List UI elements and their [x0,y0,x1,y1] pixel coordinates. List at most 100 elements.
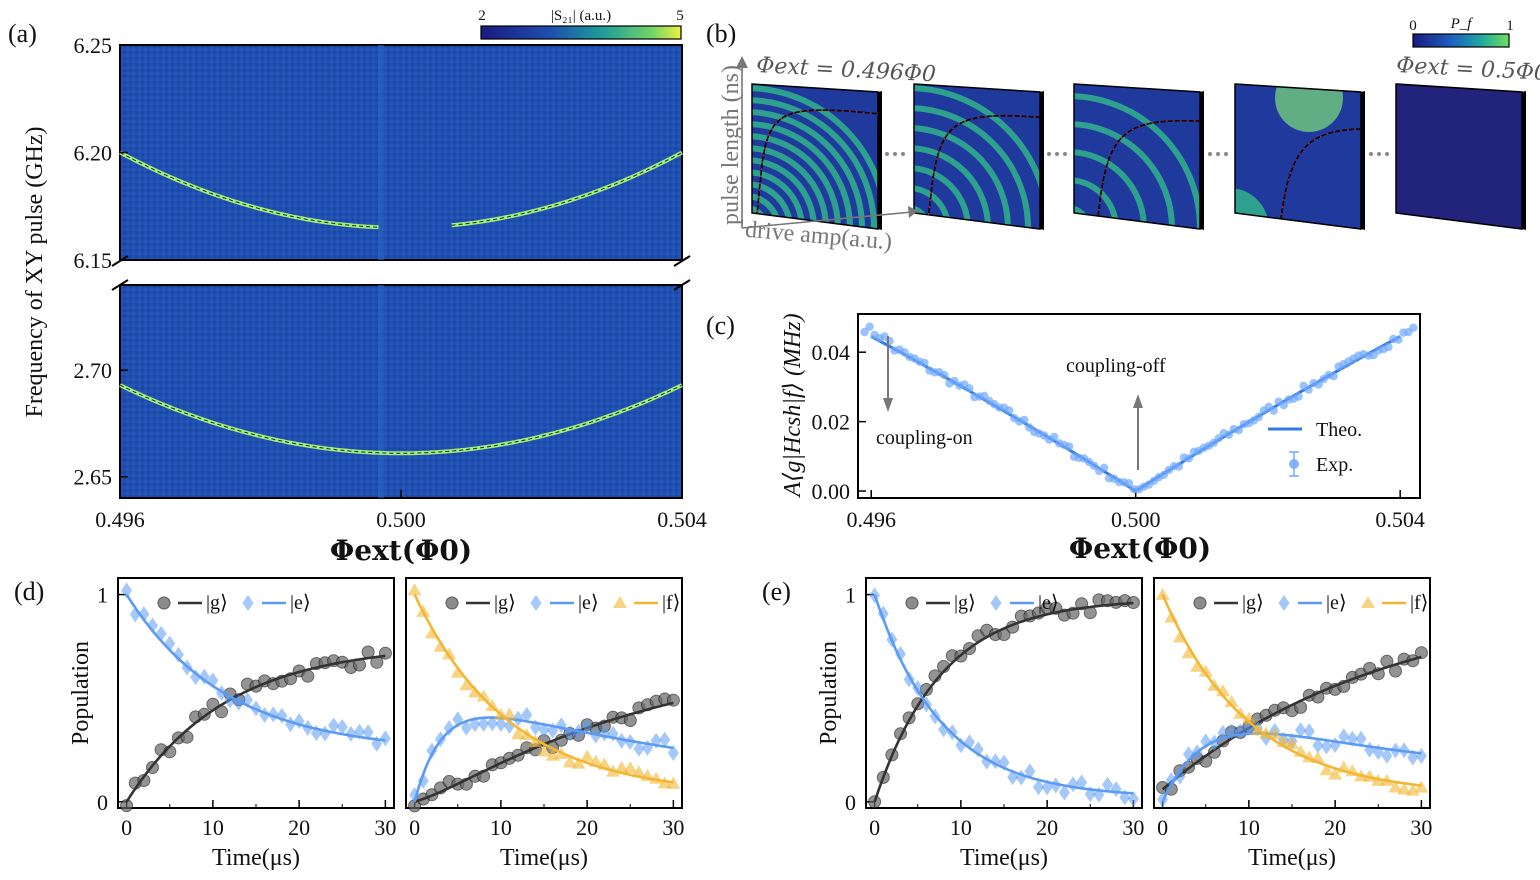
exp-point [1304,385,1313,394]
tick-label-x: 0 [409,815,420,840]
colorbar-a-label: |S₂₁| (a.u.) [551,8,611,24]
point-f [502,707,517,720]
exp-point [1269,406,1278,415]
point-e [379,730,391,747]
legend-label: |e⟩ [1038,592,1059,614]
point-f [1319,763,1334,776]
point-e [1312,737,1324,754]
x-label-a: Φext(Φ0) [330,534,472,567]
point-f [1285,737,1299,750]
tick-label-x: 20 [1036,815,1058,840]
legend-marker [1193,596,1207,610]
legend-theory: Theo. [1316,419,1362,441]
point-f [1259,726,1274,739]
tick-label-x: 20 [288,815,310,840]
exp-point [1099,463,1109,472]
point-f [528,734,543,747]
point-e [659,731,671,748]
point-e [895,645,906,662]
y-label-c: A⟨g|Hcsh|f⟩ (MHz) [780,313,806,498]
exp-point [1329,372,1338,381]
point-f [511,727,526,740]
series-e [121,582,391,752]
point-e [1415,747,1427,764]
point-e [512,710,524,727]
b-exp-curve [924,115,1040,227]
b-axis-y: pulse length (ns) [718,65,744,225]
panel-label-a: (a) [8,19,37,48]
point-e [172,646,184,663]
tick-label-c-x: 0.500 [1111,507,1161,532]
point-e [504,717,515,734]
point-f [562,755,577,768]
legend-marker [1278,595,1290,611]
tick-label-x: 10 [950,815,972,840]
point-f [580,749,595,762]
y-label-d1: Population [68,641,94,745]
tick-label-c-y: 0.04 [812,340,851,365]
tick-label-c-x: 0.496 [846,507,896,532]
point-f [407,583,422,596]
tick-label-a-x: 0.504 [657,507,707,532]
legend-marker [1361,596,1375,608]
legend-label: |e⟩ [1326,592,1347,614]
legend-marker [905,596,919,610]
exp-point [1174,462,1184,471]
exp-point [1384,342,1393,352]
tick-label-c-y: 0.02 [812,410,851,435]
panel-d2: 0 10 20 30 Time(μs) |g⟩ |e⟩ |f⟩ [405,577,684,871]
point-e [1303,723,1315,740]
x-label-e2: Time(μs) [1248,845,1336,871]
tick-label-y: 0 [845,790,856,815]
point-e [1364,741,1376,758]
panel-d1: (d) 0 10 20 30 0 1 Time(μs) Population |g⟩ |e⟩ [14,577,396,871]
point-e [443,720,455,737]
panel-label-c: (c) [706,311,735,340]
heatmap-bottom [119,284,683,499]
point-e [328,717,340,734]
exp-point [1314,380,1323,389]
tick-label-x: 10 [202,815,224,840]
tick-label-a-x: 0.500 [376,507,426,532]
fit-line-g [1161,655,1422,791]
x-label-d2: Time(μs) [500,845,588,871]
exp-point [1020,415,1029,425]
panel-c: (c) 0.496 0.500 0.504 0.00 0.02 0.04 coupling… [706,311,1425,565]
point-f [1155,587,1170,600]
point-e [1381,747,1393,764]
legend-marker [157,596,171,610]
fit-line-g [873,601,1134,803]
b-tile-edge [1040,91,1044,230]
tick-label-y: 1 [97,583,108,608]
point-e [478,715,490,732]
b-ellipsis [885,152,1389,156]
tick-label-a-y: 2.70 [74,358,113,383]
point-e [667,745,679,762]
experiment-points [860,322,1418,494]
legend-label: |g⟩ [954,592,976,614]
panel-b: (b) pulse length (ns) drive amp(a.u.) Φe… [706,16,1540,255]
exp-point [1050,432,1059,442]
point-f [623,761,638,774]
plot-frame-e2 [1153,577,1431,809]
tick-label-x: 0 [869,815,880,840]
exp-point [865,322,874,331]
series-f [1155,587,1429,796]
point-e [336,718,348,735]
point-f [1198,664,1213,677]
tick-label-x: 0 [121,815,132,840]
point-e [955,737,967,754]
point-f [1241,711,1256,724]
panel-label-b: (b) [706,19,736,48]
point-e [1050,777,1062,794]
point-e [1329,736,1341,753]
tick-label-x: 20 [576,815,598,840]
legend-label: |g⟩ [494,592,516,614]
y-label-e1: Population [816,641,842,745]
fit-line-e [1161,732,1422,803]
tick-label-a-x: 0.496 [95,507,145,532]
colorbar-b-min: 0 [1409,18,1417,34]
colorbar-b [1412,33,1510,48]
exp-point [1005,406,1014,415]
